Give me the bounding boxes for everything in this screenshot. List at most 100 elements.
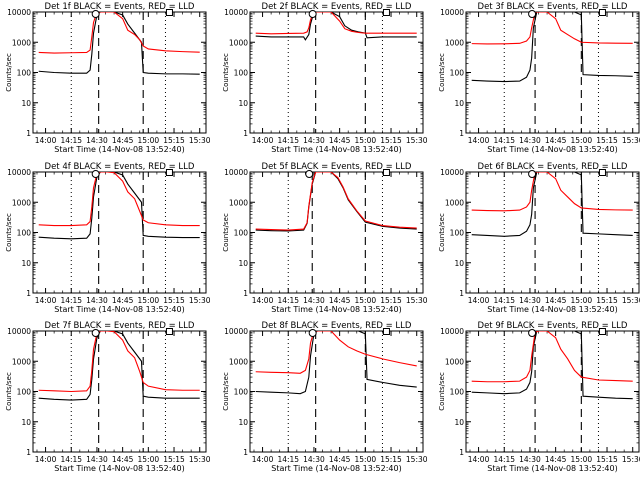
- plot-frame: [249, 330, 424, 453]
- x-tick-label: 14:30: [303, 455, 325, 464]
- x-tick-label: 14:00: [35, 296, 57, 305]
- x-tick-label: 14:15: [60, 296, 82, 305]
- y-tick-label: 10: [238, 99, 248, 108]
- x-tick-label: 15:15: [596, 136, 618, 145]
- top-square-marker: [165, 9, 173, 16]
- x-tick-label: 15:00: [355, 296, 377, 305]
- y-tick-label: 1000: [445, 357, 464, 366]
- x-tick-label: 14:30: [86, 296, 108, 305]
- y-axis-label: Counts/sec: [438, 372, 446, 411]
- panel-title: Det 5f BLACK = Events, RED = LLD: [262, 162, 412, 172]
- top-square-marker: [382, 328, 390, 335]
- y-axis-label: Counts/sec: [438, 53, 446, 92]
- x-tick-label: 14:45: [545, 136, 567, 145]
- y-tick-label: 1: [26, 448, 31, 457]
- x-tick-label: 14:15: [493, 136, 515, 145]
- x-tick-label: 15:00: [138, 296, 160, 305]
- panel-title: Det 3f BLACK = Events, RED = LLD: [478, 2, 628, 12]
- y-tick-label: 1000: [12, 38, 31, 47]
- x-tick-label: 14:45: [329, 455, 351, 464]
- x-tick-label: 14:00: [252, 296, 274, 305]
- plot-frame: [465, 330, 640, 453]
- x-tick-label: 14:30: [519, 296, 541, 305]
- y-tick-label: 10: [21, 259, 31, 268]
- x-tick-label: 15:15: [163, 136, 185, 145]
- x-tick-label: 15:30: [189, 296, 211, 305]
- series-lld-line: [38, 12, 200, 54]
- y-tick-label: 1000: [229, 198, 248, 207]
- series-events-line: [471, 331, 633, 400]
- y-tick-label: 10000: [7, 327, 31, 336]
- x-tick-label: 14:00: [252, 455, 274, 464]
- x-tick-label: 14:15: [493, 296, 515, 305]
- x-tick-label: 15:15: [380, 296, 402, 305]
- series-lld-line: [471, 12, 633, 45]
- x-tick-label: 14:45: [112, 455, 134, 464]
- x-tick-label: 14:15: [60, 455, 82, 464]
- x-tick-label: 14:45: [329, 296, 351, 305]
- x-tick-label: 15:15: [596, 455, 618, 464]
- y-tick-label: 100: [234, 388, 249, 397]
- detector-panel-4: Det 4f BLACK = Events, RED = LLD 1 10 100 10…: [5, 162, 211, 314]
- y-tick-label: 100: [450, 388, 465, 397]
- x-tick-label: 14:15: [60, 136, 82, 145]
- y-tick-label: 1: [26, 129, 31, 138]
- detector-panel-3: Det 3f BLACK = Events, RED = LLD 1 10 100 10…: [438, 2, 640, 154]
- x-tick-label: 15:15: [163, 296, 185, 305]
- y-tick-label: 1: [243, 448, 248, 457]
- x-tick-label: 15:15: [380, 136, 402, 145]
- top-square-marker: [598, 9, 606, 16]
- series-lld-line: [255, 331, 417, 374]
- top-square-marker: [598, 169, 606, 176]
- y-tick-label: 1000: [229, 357, 248, 366]
- series-events-line: [471, 172, 633, 237]
- x-axis-label: Start Time (14-Nov-08 13:52:40): [487, 145, 617, 154]
- series-events-line: [38, 12, 200, 75]
- detector-panel-7: Det 7f BLACK = Events, RED = LLD 1 10 100 10…: [5, 321, 211, 473]
- y-tick-label: 100: [17, 388, 32, 397]
- x-tick-label: 15:30: [406, 136, 428, 145]
- top-square-marker: [598, 328, 606, 335]
- y-tick-label: 1: [459, 448, 464, 457]
- series-lld-line: [471, 172, 633, 212]
- x-tick-label: 15:00: [571, 455, 593, 464]
- x-tick-label: 15:15: [163, 455, 185, 464]
- y-axis-label: Counts/sec: [222, 372, 230, 411]
- y-tick-label: 10000: [224, 8, 248, 17]
- x-tick-label: 14:00: [35, 455, 57, 464]
- series-events-line: [255, 172, 417, 232]
- top-square-marker: [165, 328, 173, 335]
- y-tick-label: 10000: [440, 8, 464, 17]
- series-events-line: [255, 331, 417, 395]
- y-tick-label: 100: [17, 69, 32, 78]
- x-tick-label: 14:30: [303, 136, 325, 145]
- series-lld-line: [38, 172, 200, 227]
- y-tick-label: 1000: [445, 38, 464, 47]
- x-tick-label: 14:15: [493, 455, 515, 464]
- panel-title: Det 7f BLACK = Events, RED = LLD: [45, 321, 195, 331]
- panel-title: Det 1f BLACK = Events, RED = LLD: [45, 2, 195, 12]
- detector-panel-6: Det 6f BLACK = Events, RED = LLD 1 10 100 10…: [438, 162, 640, 314]
- x-tick-label: 15:00: [571, 136, 593, 145]
- x-tick-label: 15:30: [622, 455, 640, 464]
- x-axis-label: Start Time (14-Nov-08 13:52:40): [271, 145, 401, 154]
- top-circle-marker: [308, 329, 317, 337]
- series-lld-line: [38, 331, 200, 393]
- panel-title: Det 2f BLACK = Events, RED = LLD: [262, 2, 412, 12]
- x-tick-label: 14:15: [277, 296, 299, 305]
- x-tick-label: 15:30: [189, 455, 211, 464]
- top-circle-marker: [528, 170, 537, 178]
- x-axis-label: Start Time (14-Nov-08 13:52:40): [54, 305, 184, 314]
- top-circle-marker: [305, 170, 314, 178]
- x-tick-label: 14:45: [112, 136, 134, 145]
- x-tick-label: 14:00: [468, 296, 490, 305]
- plot-frame: [465, 11, 640, 134]
- plot-frame: [249, 11, 424, 134]
- y-tick-label: 10: [454, 418, 464, 427]
- y-tick-label: 1: [459, 129, 464, 138]
- y-tick-label: 100: [450, 69, 465, 78]
- x-tick-label: 14:45: [545, 455, 567, 464]
- plot-frame: [32, 171, 207, 294]
- panel-title: Det 4f BLACK = Events, RED = LLD: [45, 162, 195, 172]
